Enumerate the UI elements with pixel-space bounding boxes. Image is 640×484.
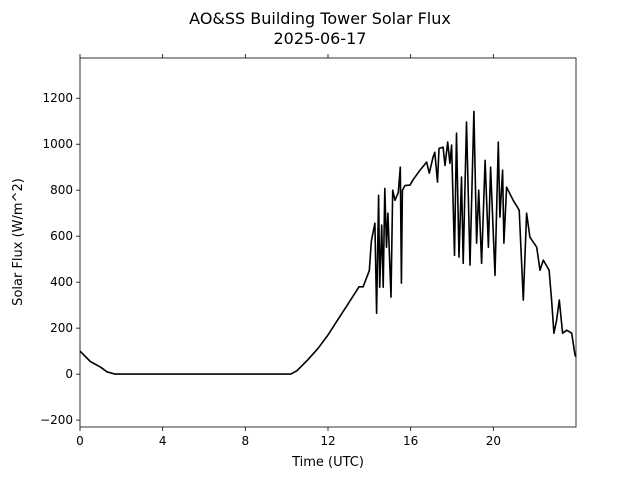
y-axis-label: Solar Flux (W/m^2) (11, 178, 26, 306)
x-tick-label: 4 (159, 434, 167, 448)
x-tick-label: 0 (76, 434, 84, 448)
y-tick-label: 800 (50, 183, 73, 197)
chart-title: AO&SS Building Tower Solar Flux (189, 9, 451, 28)
x-tick-label: 20 (486, 434, 501, 448)
x-tick-label: 12 (320, 434, 335, 448)
y-tick-label: 600 (50, 229, 73, 243)
chart-subtitle: 2025-06-17 (274, 29, 367, 48)
y-tick-label: 400 (50, 275, 73, 289)
y-tick-label: 1200 (42, 91, 73, 105)
x-tick-label: 8 (242, 434, 250, 448)
y-tick-label: 1000 (42, 137, 73, 151)
plot-frame (79, 57, 577, 428)
solar-flux-line (79, 110, 577, 375)
x-tick-label: 16 (403, 434, 418, 448)
x-axis-label: Time (UTC) (291, 455, 364, 470)
y-tick-label: 200 (50, 321, 73, 335)
y-tick-label: 0 (65, 367, 73, 381)
y-tick-label: −200 (40, 413, 73, 427)
